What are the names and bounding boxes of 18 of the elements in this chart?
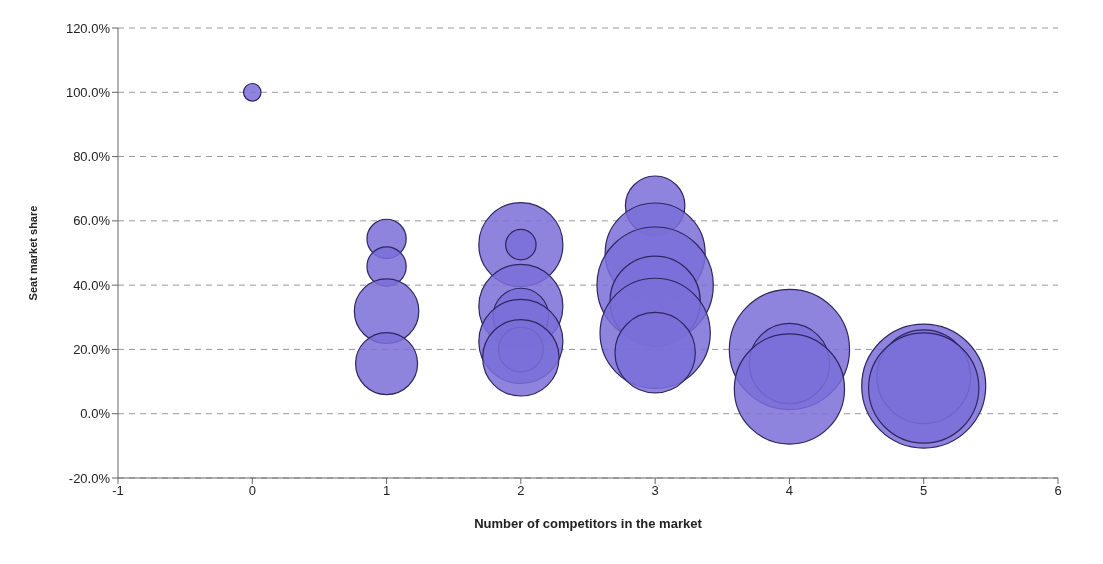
y-tick-label: 100.0% — [65, 84, 111, 100]
y-tick-label: 80.0% — [73, 149, 111, 165]
y-tick-label: -20.0% — [68, 470, 111, 486]
y-tick-label: 0.0% — [80, 406, 111, 422]
x-tick-label: -1 — [112, 483, 124, 499]
y-tick-label: 40.0% — [73, 277, 111, 293]
y-tick-label: 20.0% — [73, 342, 111, 358]
x-tick-label: 4 — [785, 483, 794, 499]
y-tick-label: 120.0% — [65, 20, 111, 36]
x-tick-label: 2 — [517, 483, 525, 499]
x-tick-label: 5 — [920, 483, 928, 499]
y-tick-label: 60.0% — [73, 213, 111, 229]
x-axis-title: Number of competitors in the market — [474, 516, 703, 531]
y-axis-title: Seat market share — [26, 205, 39, 301]
x-tick-label: 3 — [651, 483, 659, 499]
x-tick-label: 6 — [1054, 483, 1062, 499]
x-tick-label: 1 — [382, 483, 391, 499]
x-tick-label: 0 — [248, 483, 256, 499]
